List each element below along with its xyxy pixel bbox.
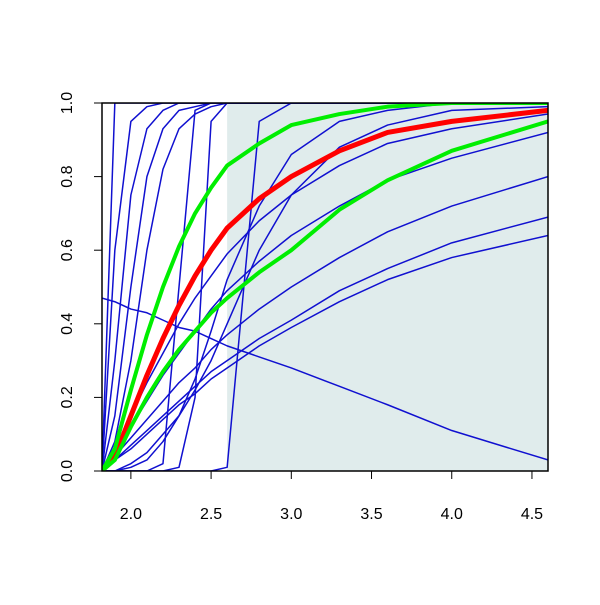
curve-layer	[102, 103, 548, 471]
y-tick-label: 1.0	[59, 92, 76, 114]
y-tick-label: 0.2	[59, 386, 76, 408]
shade-layer	[227, 103, 548, 471]
x-tick-label: 3.0	[280, 506, 302, 523]
y-tick-label: 0.0	[59, 460, 76, 482]
axis-layer: 2.0 2.5 3.0 3.5 4.0 4.5 0.0 0.2 0.4 0.6 0.8 1.0	[59, 92, 549, 523]
x-tick-label: 4.0	[441, 506, 463, 523]
curve	[102, 103, 548, 471]
shaded-region	[227, 103, 548, 471]
curve	[102, 103, 548, 471]
curve	[102, 107, 548, 471]
curve	[102, 103, 548, 471]
curve	[102, 105, 548, 471]
curve	[102, 297, 548, 461]
curve	[102, 216, 548, 471]
x-tick-label: 2.5	[200, 506, 222, 523]
curve	[102, 103, 548, 471]
curve	[102, 175, 548, 471]
y-tick-label: 0.6	[59, 239, 76, 261]
curve	[102, 103, 548, 471]
x-tick-label: 2.0	[120, 506, 142, 523]
y-tick-label: 0.4	[59, 313, 76, 335]
curve	[102, 103, 548, 471]
curve	[102, 103, 548, 471]
plot-frame	[101, 102, 549, 472]
curve	[102, 234, 548, 471]
x-tick-label: 3.5	[360, 506, 382, 523]
y-tick-label: 0.8	[59, 165, 76, 187]
x-tick-label: 4.5	[521, 506, 543, 523]
curve	[102, 119, 548, 471]
